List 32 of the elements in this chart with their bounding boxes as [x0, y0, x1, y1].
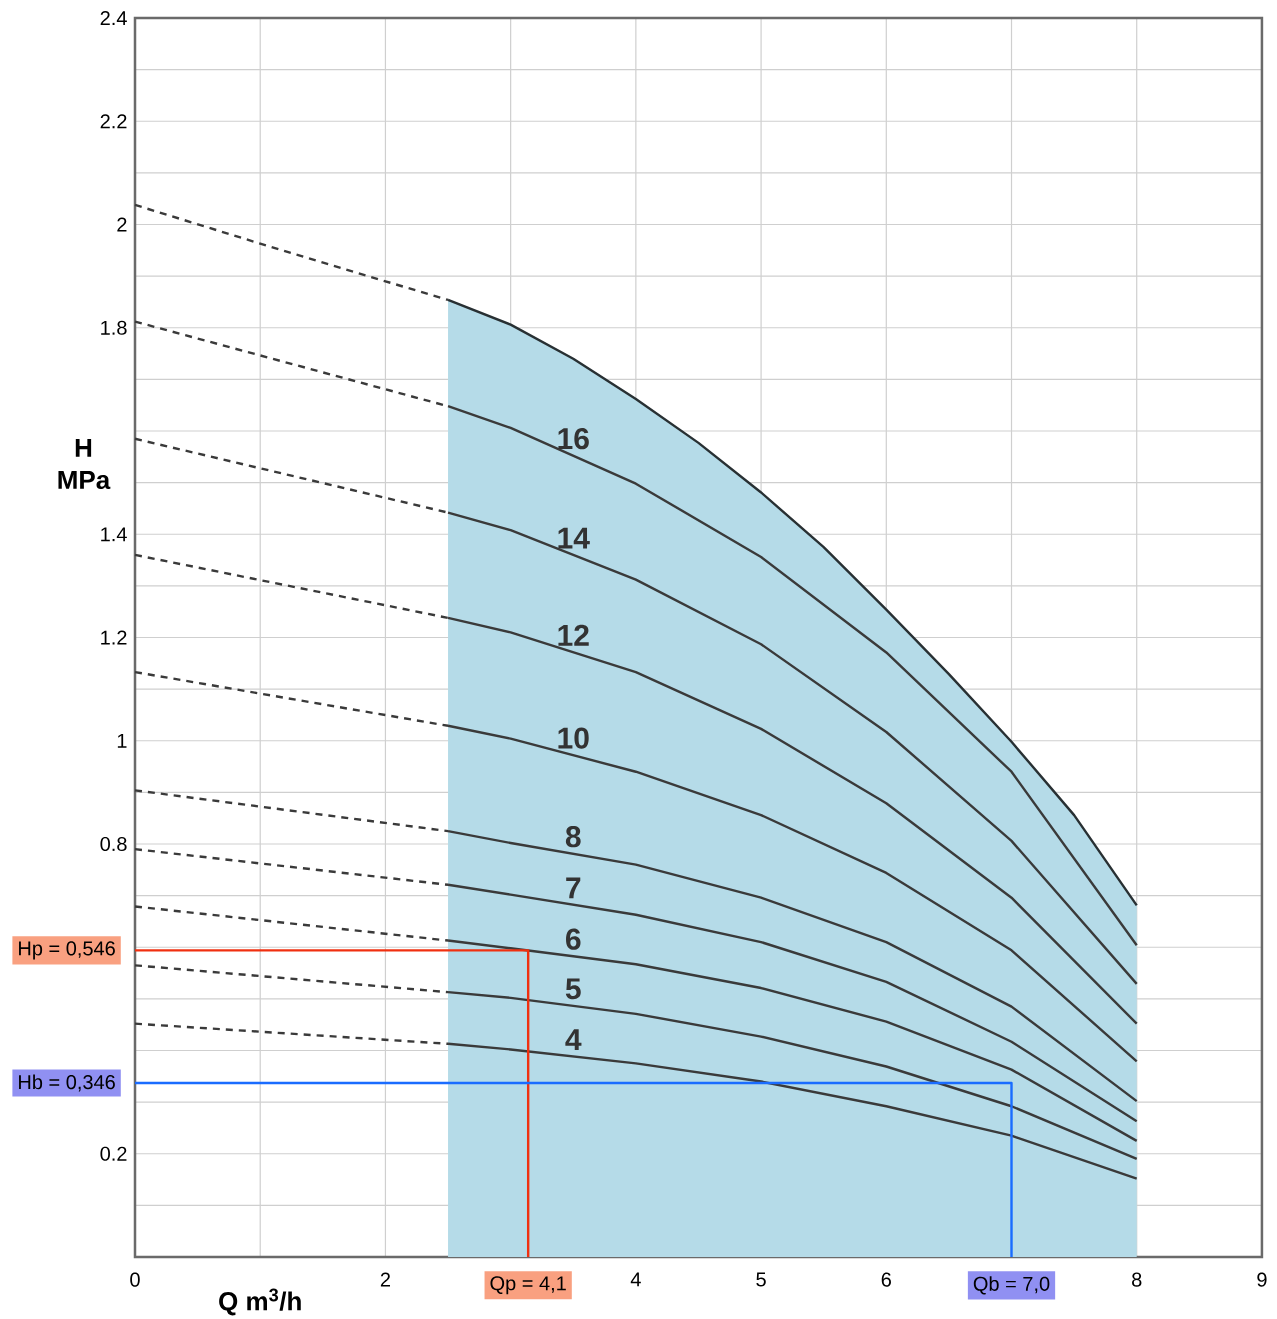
y-tick-label: 1.8: [101, 320, 127, 335]
series-label: 5: [565, 978, 581, 1000]
annotation: Qb = 7,0: [973, 1276, 1050, 1295]
x-tick-label: 4: [630, 1272, 641, 1287]
annotation: Hb = 0,346: [19, 1074, 115, 1092]
annotation: Hp = 0,546: [19, 941, 115, 960]
series-label: 14: [558, 527, 590, 549]
y-tick-label: 2.4: [100, 11, 127, 25]
x-tick-label: 6: [881, 1272, 891, 1287]
y-tick-label: 0.8: [100, 836, 127, 852]
series-label: 12: [558, 624, 589, 646]
y-tick-label: 1.2: [101, 630, 127, 645]
series-label: 4: [565, 1029, 582, 1050]
y-tick-label: 2: [117, 217, 127, 232]
series-label: 7: [566, 877, 581, 899]
x-tick-label: 8: [1132, 1272, 1142, 1287]
series-label: 8: [565, 826, 581, 848]
series-label: 10: [558, 727, 589, 749]
x-tick-label: 5: [756, 1272, 766, 1287]
x-axis-title: Q m$^{3}$/h: [219, 1288, 301, 1316]
x-tick-label: 9: [1257, 1272, 1267, 1287]
y-tick-label: 2.2: [100, 114, 127, 129]
series-label: 16: [558, 428, 589, 450]
y-tick-label: 0.2: [100, 1146, 127, 1161]
y-tick-label: 1.4: [101, 527, 127, 542]
line-series: [133, 203, 450, 302]
x-tick-label: 0: [130, 1272, 140, 1287]
y-tick-label: 1: [117, 733, 127, 748]
series-label: 6: [566, 928, 581, 950]
annotation: Qp = 4,1: [490, 1276, 566, 1295]
y-axis-title: H MPa: [58, 438, 111, 490]
x-tick-label: 2: [380, 1272, 390, 1287]
